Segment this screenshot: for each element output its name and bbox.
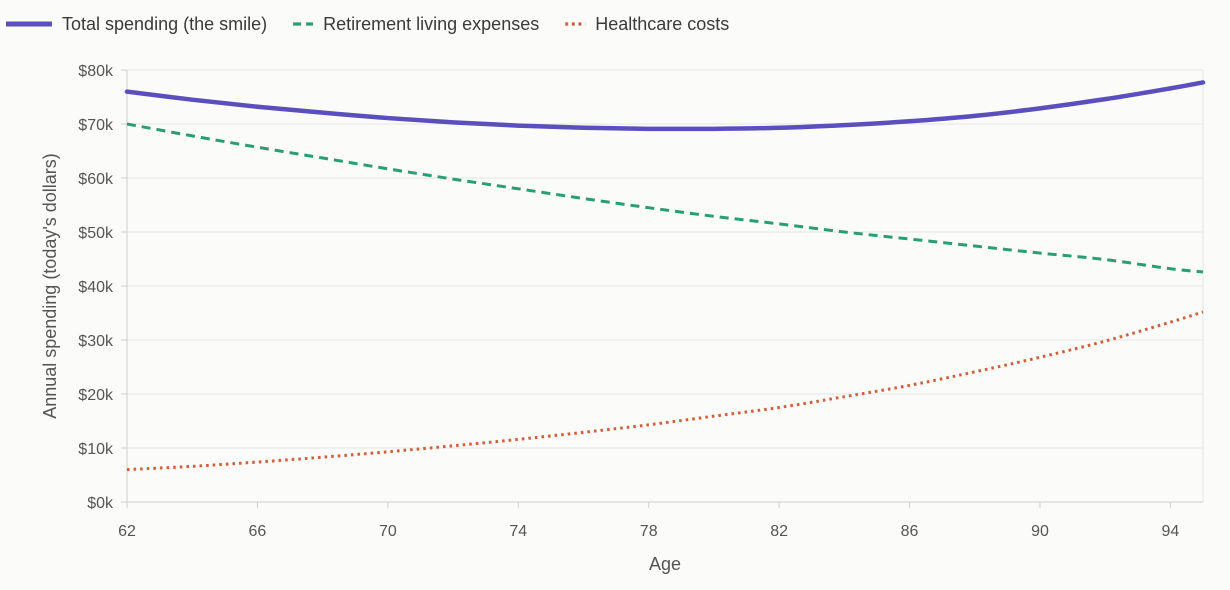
x-tick-label: 66 [249,523,267,540]
x-tick-label: 74 [509,523,527,540]
legend-label: Total spending (the smile) [62,14,267,34]
legend: Total spending (the smile) Retirement liv… [6,14,729,34]
x-tick-label: 78 [640,523,658,540]
y-tick-label: $30k [78,333,114,350]
x-tick-label: 82 [770,523,788,540]
y-axis-title: Annual spending (today's dollars) [40,153,60,419]
y-tick-label: $10k [78,441,114,458]
y-tick-label: $60k [78,171,114,188]
total-spending-line [124,80,1206,132]
healthcare-costs-line [126,310,1204,472]
y-tick-label: $40k [78,279,114,296]
legend-item-total-spending[interactable]: Total spending (the smile) [6,14,267,34]
y-tick-label: $50k [78,225,114,242]
legend-item-healthcare-costs[interactable]: Healthcare costs [565,14,729,34]
x-tick-label: 70 [379,523,397,540]
x-tick-label: 62 [118,523,136,540]
legend-label: Retirement living expenses [323,14,539,34]
x-tick-label: 94 [1161,523,1179,540]
retirement-living-expenses-line [126,122,1204,274]
y-tick-label: $0k [87,495,114,512]
x-tick-label: 90 [1031,523,1049,540]
legend-item-retirement-living-expenses[interactable]: Retirement living expenses [293,14,539,34]
x-tick-label: 86 [901,523,919,540]
y-tick-label: $80k [78,63,114,80]
axes: $0k $10k $20k $30k $40k $50k $60k $70k $80k 62 66 7… [78,63,1203,540]
y-tick-label: $70k [78,117,114,134]
series-lines [124,80,1206,472]
legend-label: Healthcare costs [595,14,729,34]
x-axis-title: Age [649,554,681,574]
y-tick-label: $20k [78,387,114,404]
gridlines [127,69,1204,502]
